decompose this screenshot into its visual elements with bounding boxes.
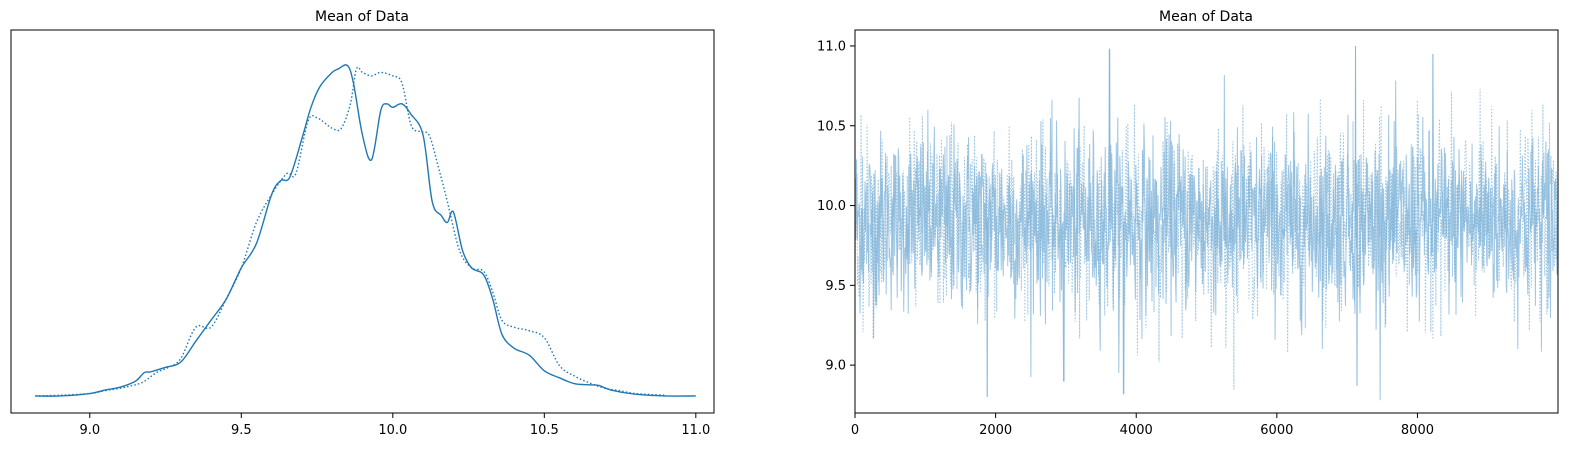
trace-y-tick-label: 9.5 (825, 279, 846, 294)
trace-y-tick-label: 10.5 (817, 119, 846, 134)
kde-plot-area (35, 64, 696, 397)
kde-series-line-dotted (35, 66, 666, 397)
trace-x-tick-label: 8000 (1401, 423, 1434, 438)
kde-x-tick-label: 10.0 (378, 423, 407, 438)
trace-series-line-dotted (855, 88, 1558, 390)
trace-x-tick-label: 2000 (979, 423, 1012, 438)
trace-axes-frame (854, 29, 1559, 414)
trace-plot-area (855, 45, 1558, 401)
kde-title: Mean of Data (315, 9, 409, 25)
trace-x-axis: 0 2000 4000 6000 8000 (851, 413, 1434, 438)
trace-y-tick-label: 11.0 (817, 39, 846, 54)
trace-title: Mean of Data (1159, 9, 1253, 25)
trace-y-tick-label: 10.0 (817, 199, 846, 214)
kde-series-line-solid (35, 64, 696, 397)
kde-x-tick-label: 9.0 (79, 423, 100, 438)
kde-panel: Mean of Data 9.0 9.5 10.0 10.5 11.0 (10, 9, 715, 438)
kde-x-tick-label: 9.5 (231, 423, 252, 438)
kde-x-tick-label: 10.5 (530, 423, 559, 438)
trace-y-tick-label: 9.0 (825, 359, 846, 374)
trace-x-tick-label: 6000 (1260, 423, 1293, 438)
kde-axes-frame (10, 29, 715, 414)
trace-x-tick-label: 4000 (1120, 423, 1153, 438)
kde-x-tick-label: 11.0 (681, 423, 710, 438)
trace-panel: Mean of Data 0 2000 4000 6000 8000 9.0 9.5 10.… (817, 9, 1559, 438)
trace-y-axis: 9.0 9.5 10.0 10.5 11.0 (817, 39, 855, 374)
kde-x-axis: 9.0 9.5 10.0 10.5 11.0 (79, 413, 710, 438)
trace-x-tick-label: 0 (851, 423, 859, 438)
